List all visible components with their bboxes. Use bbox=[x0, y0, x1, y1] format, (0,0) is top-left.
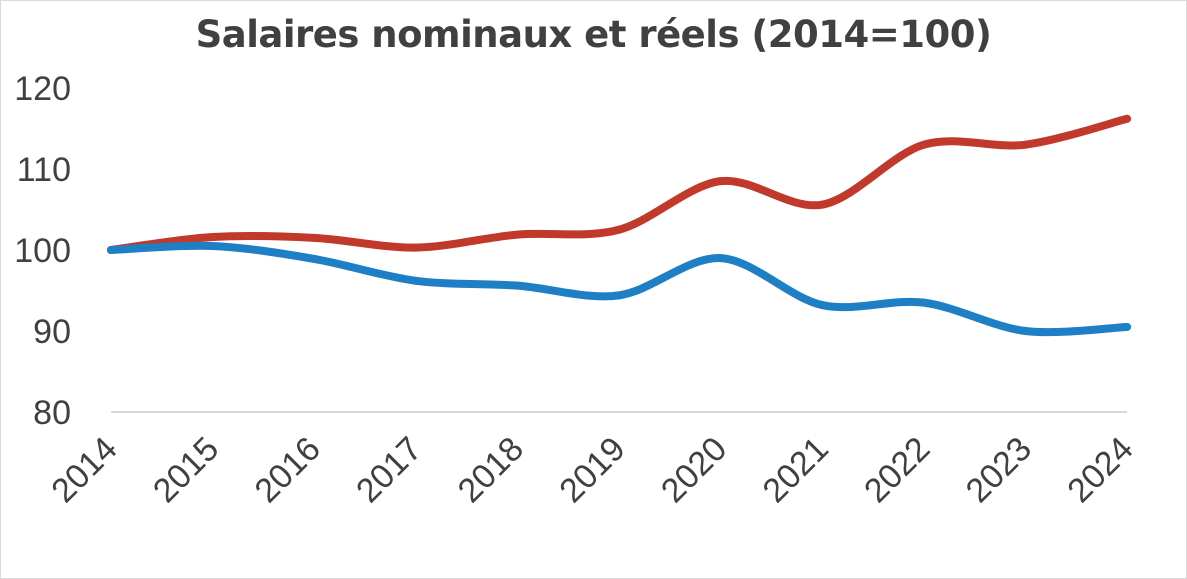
data-point bbox=[513, 230, 522, 239]
data-point bbox=[310, 254, 319, 263]
data-point bbox=[208, 241, 217, 250]
chart-title: Salaires nominaux et réels (2014=100) bbox=[195, 13, 992, 56]
series-line-2 bbox=[107, 241, 1131, 337]
x-tick-label: 2020 bbox=[654, 430, 734, 510]
data-point bbox=[919, 298, 928, 307]
x-tick-label: 2018 bbox=[451, 430, 531, 510]
data-point bbox=[818, 301, 827, 310]
data-point bbox=[615, 291, 623, 300]
y-tick-label: 100 bbox=[14, 232, 71, 270]
x-tick-label: 2016 bbox=[248, 430, 328, 510]
x-tick-label: 2021 bbox=[756, 430, 836, 510]
x-tick-label: 2019 bbox=[552, 430, 632, 510]
data-point bbox=[411, 243, 420, 252]
data-point bbox=[1123, 114, 1131, 123]
y-tick-label: 110 bbox=[17, 151, 71, 189]
x-tick-label: 2022 bbox=[857, 430, 937, 510]
data-point bbox=[1021, 140, 1030, 149]
data-point bbox=[107, 246, 115, 254]
x-tick-label: 2024 bbox=[1060, 430, 1140, 510]
data-point bbox=[919, 140, 928, 149]
x-tick-label: 2015 bbox=[146, 430, 226, 510]
x-tick-label: 2017 bbox=[349, 430, 429, 510]
data-point bbox=[310, 233, 319, 242]
y-tick-label: 90 bbox=[33, 313, 71, 351]
data-point bbox=[716, 177, 725, 186]
data-point bbox=[411, 276, 420, 285]
data-point bbox=[1021, 327, 1030, 335]
y-tick-label: 120 bbox=[14, 70, 71, 108]
data-point bbox=[818, 200, 827, 209]
data-point bbox=[1123, 322, 1131, 331]
y-tick-label: 80 bbox=[33, 394, 71, 432]
x-tick-label: 2023 bbox=[959, 430, 1039, 510]
data-point bbox=[513, 281, 522, 290]
data-point bbox=[716, 254, 725, 263]
data-point bbox=[208, 233, 217, 242]
data-point bbox=[615, 225, 623, 234]
x-tick-label: 2014 bbox=[44, 430, 124, 510]
